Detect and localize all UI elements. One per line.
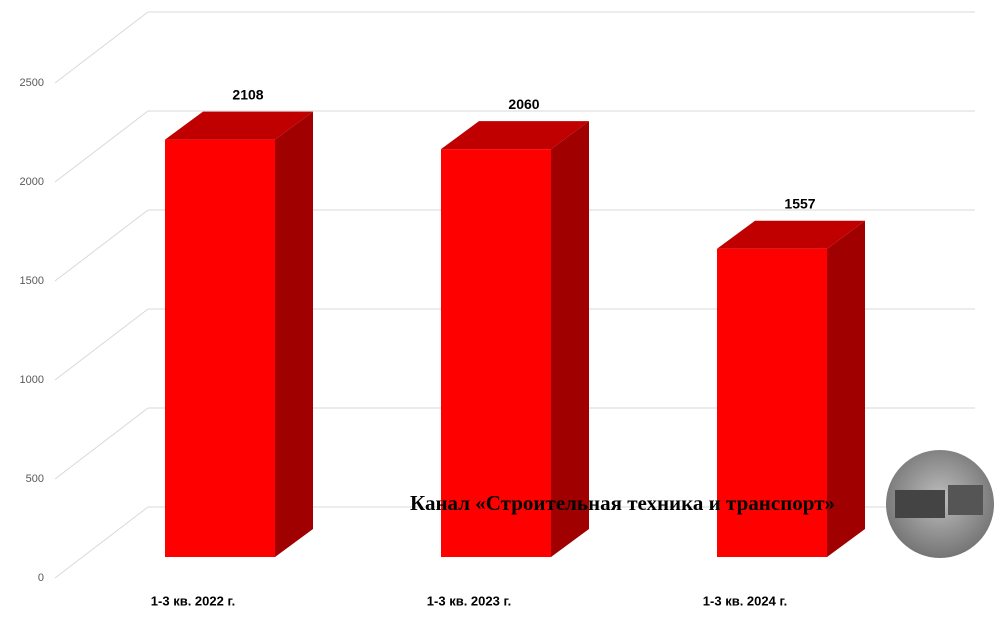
value-label: 1557 (784, 195, 815, 211)
grid-diagonal (54, 308, 149, 381)
grid-diagonal (54, 209, 149, 282)
y-tick-label: 1500 (20, 275, 44, 287)
x-tick-label: 1-3 кв. 2022 г. (151, 593, 235, 608)
value-label: 2060 (508, 96, 539, 112)
y-tick-label: 1000 (20, 374, 44, 386)
bar-side (827, 220, 865, 558)
y-tick-label: 2000 (20, 176, 44, 188)
bar-side (275, 111, 313, 557)
x-tick-label: 1-3 кв. 2024 г. (703, 593, 787, 608)
bar-side (551, 121, 589, 558)
value-label: 2108 (232, 86, 263, 102)
grid-diagonal (54, 506, 149, 579)
watermark: Канал «Строительная техника и транспорт» (410, 491, 835, 515)
y-tick-label: 2500 (20, 77, 44, 89)
bar-top (165, 111, 313, 140)
bars: 2108 1-3 кв. 2022 г. 2060 1-3 кв. 2023 г. 15… (151, 86, 865, 608)
bar-top (441, 121, 589, 150)
grid-diagonal (54, 11, 149, 84)
logo-loader (948, 485, 983, 515)
y-tick-label: 500 (26, 473, 44, 485)
x-tick-label: 1-3 кв. 2023 г. (427, 593, 511, 608)
logo-truck (895, 490, 945, 518)
bar (165, 139, 275, 557)
grid-diagonal (54, 110, 149, 183)
bar-top (717, 220, 865, 249)
grid-diagonal (54, 407, 149, 480)
y-tick-label: 0 (38, 572, 44, 584)
bar (717, 248, 827, 558)
bar (441, 149, 551, 557)
